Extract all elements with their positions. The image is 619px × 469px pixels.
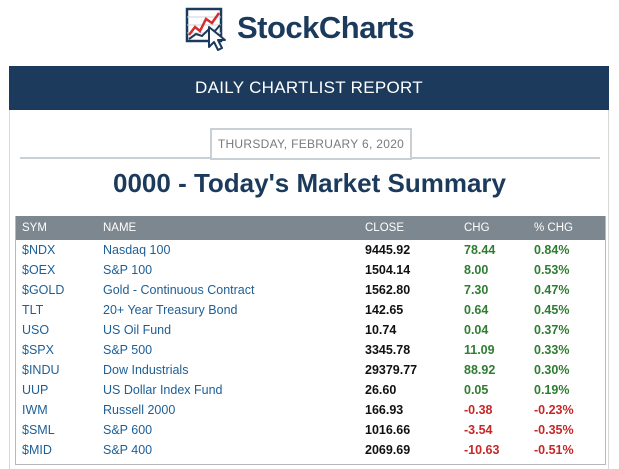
- chg-value: 0.05: [464, 383, 489, 397]
- market-summary-table: SYM NAME CLOSE CHG % CHG $NDX Nasdaq 100 9…: [15, 216, 606, 465]
- sym-link[interactable]: $SPX: [22, 343, 54, 357]
- close-value: 1016.66: [365, 423, 411, 437]
- table-row: UUP US Dollar Index Fund 26.60 0.05 0.19%: [16, 380, 605, 400]
- name-link[interactable]: S&P 400: [103, 443, 153, 457]
- pct-chg-value: -0.35%: [534, 423, 574, 437]
- chg-value: -3.54: [464, 423, 493, 437]
- sym-link[interactable]: $GOLD: [22, 283, 65, 297]
- name-link[interactable]: Gold - Continuous Contract: [103, 283, 255, 297]
- sym-link[interactable]: UUP: [22, 383, 49, 397]
- chg-value: -10.63: [464, 443, 500, 457]
- brand-name: StockCharts: [237, 10, 415, 45]
- sym-link[interactable]: USO: [22, 323, 50, 337]
- pct-chg-value: 0.30%: [534, 363, 570, 377]
- table-row: USO US Oil Fund 10.74 0.04 0.37%: [16, 320, 605, 340]
- report-date-text: THURSDAY, FEBRUARY 6, 2020: [217, 137, 405, 151]
- header-close[interactable]: CLOSE: [365, 222, 404, 234]
- close-value: 142.65: [365, 303, 404, 317]
- pct-chg-value: 0.37%: [534, 323, 570, 337]
- sym-link[interactable]: $MID: [22, 443, 52, 457]
- pct-chg-value: 0.45%: [534, 303, 570, 317]
- header-sym[interactable]: SYM: [22, 222, 47, 234]
- report-date: THURSDAY, FEBRUARY 6, 2020: [210, 128, 412, 160]
- pct-chg-value: 0.53%: [534, 263, 570, 277]
- chg-value: 0.64: [464, 303, 489, 317]
- close-value: 1562.80: [365, 283, 411, 297]
- table-row: $INDU Dow Industrials 29379.77 88.92 0.30%: [16, 360, 605, 380]
- table-row: $SPX S&P 500 3345.78 11.09 0.33%: [16, 340, 605, 360]
- close-value: 9445.92: [365, 243, 411, 257]
- stockcharts-logo[interactable]: StockCharts: [185, 5, 445, 51]
- chg-value: -0.38: [464, 403, 493, 417]
- pct-chg-value: 0.47%: [534, 283, 570, 297]
- name-link[interactable]: US Dollar Index Fund: [103, 383, 223, 397]
- pct-chg-value: 0.19%: [534, 383, 570, 397]
- chg-value: 78.44: [464, 243, 496, 257]
- header-name[interactable]: NAME: [103, 222, 137, 234]
- close-value: 2069.69: [365, 443, 411, 457]
- sym-link[interactable]: $SML: [22, 423, 55, 437]
- close-value: 166.93: [365, 403, 404, 417]
- name-link[interactable]: Russell 2000: [103, 403, 176, 417]
- name-link[interactable]: Dow Industrials: [103, 363, 189, 377]
- chg-value: 11.09: [464, 343, 495, 357]
- table-row: $OEX S&P 100 1504.14 8.00 0.53%: [16, 260, 605, 280]
- header-pct-chg[interactable]: % CHG: [534, 222, 573, 234]
- page-title: 0000 - Today's Market Summary: [113, 168, 506, 198]
- close-value: 1504.14: [365, 263, 411, 277]
- pct-chg-value: 0.84%: [534, 243, 570, 257]
- table-row: $SML S&P 600 1016.66 -3.54 -0.35%: [16, 420, 605, 440]
- table-body: $NDX Nasdaq 100 9445.92 78.44 0.84% $OEX S&P 1…: [16, 240, 605, 460]
- chg-value: 88.92: [464, 363, 496, 377]
- chg-value: 8.00: [464, 263, 489, 277]
- chg-value: 0.04: [464, 323, 489, 337]
- sym-link[interactable]: IWM: [22, 403, 48, 417]
- banner-title: DAILY CHARTLIST REPORT: [195, 78, 423, 97]
- table-row: $MID S&P 400 2069.69 -10.63 -0.51%: [16, 440, 605, 460]
- chg-value: 7.30: [464, 283, 489, 297]
- close-value: 10.74: [365, 323, 397, 337]
- pct-chg-value: 0.33%: [534, 343, 570, 357]
- table-header: SYM NAME CLOSE CHG % CHG: [16, 216, 605, 240]
- sym-link[interactable]: $OEX: [22, 263, 56, 277]
- report-card: [9, 110, 609, 469]
- pct-chg-value: -0.51%: [534, 443, 574, 457]
- name-link[interactable]: US Oil Fund: [103, 323, 172, 337]
- close-value: 29379.77: [365, 363, 418, 377]
- name-link[interactable]: Nasdaq 100: [103, 243, 171, 257]
- chart-cursor-logo-icon: [185, 5, 231, 51]
- name-link[interactable]: 20+ Year Treasury Bond: [103, 303, 238, 317]
- close-value: 26.60: [365, 383, 397, 397]
- header-chg[interactable]: CHG: [464, 222, 490, 234]
- name-link[interactable]: S&P 600: [103, 423, 153, 437]
- report-banner: DAILY CHARTLIST REPORT: [9, 66, 609, 110]
- close-value: 3345.78: [365, 343, 411, 357]
- sym-link[interactable]: TLT: [22, 303, 44, 317]
- table-row: $NDX Nasdaq 100 9445.92 78.44 0.84%: [16, 240, 605, 260]
- sym-link[interactable]: $NDX: [22, 243, 56, 257]
- table-row: IWM Russell 2000 166.93 -0.38 -0.23%: [16, 400, 605, 420]
- table-row: TLT 20+ Year Treasury Bond 142.65 0.64 0.45%: [16, 300, 605, 320]
- sym-link[interactable]: $INDU: [22, 363, 60, 377]
- pct-chg-value: -0.23%: [534, 403, 574, 417]
- name-link[interactable]: S&P 500: [103, 343, 153, 357]
- name-link[interactable]: S&P 100: [103, 263, 153, 277]
- table-row: $GOLD Gold - Continuous Contract 1562.80 7.…: [16, 280, 605, 300]
